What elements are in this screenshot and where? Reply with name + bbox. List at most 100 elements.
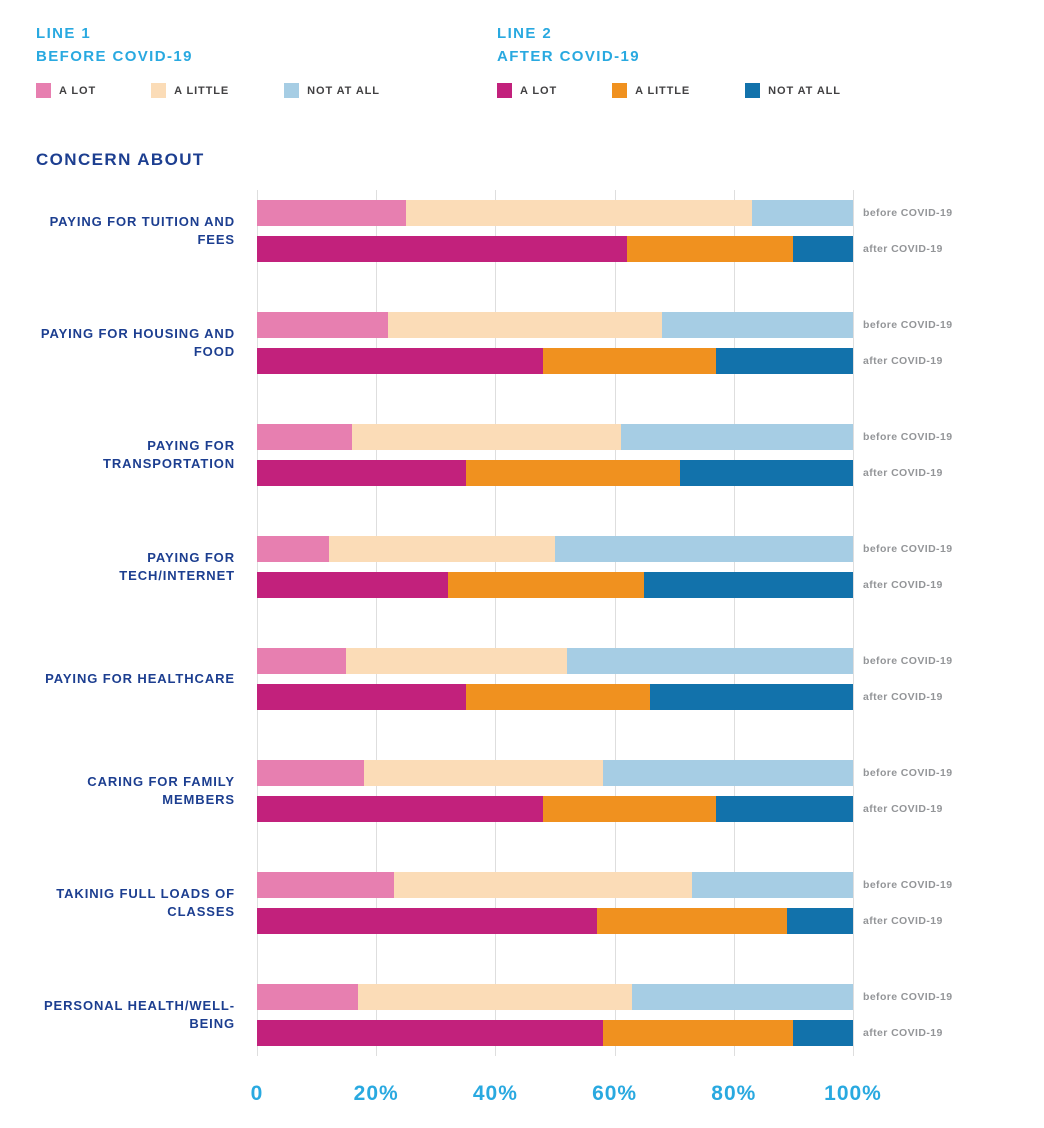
legend-swatch [36, 83, 51, 98]
before-covid-sublabel: before COVID-19 [863, 991, 953, 1003]
legend-item-a-little: A LITTLE [151, 83, 229, 98]
after-segment-not-at-all [787, 908, 853, 934]
before-segment-a-little [394, 872, 693, 898]
after-segment-not-at-all [715, 348, 853, 374]
before-segment-a-lot [257, 872, 395, 898]
after-segment-a-little [626, 236, 794, 262]
before-segment-a-lot [257, 536, 329, 562]
after-segment-not-at-all [793, 236, 853, 262]
category-label: PAYING FOR TUITION AND FEES [49, 214, 235, 247]
after-bar [257, 572, 853, 598]
after-bar [257, 1020, 853, 1046]
after-segment-not-at-all [793, 1020, 853, 1046]
category-label: PAYING FOR HOUSING AND FOOD [40, 326, 235, 359]
x-axis-tick: 60% [592, 1082, 638, 1105]
before-segment-a-little [406, 200, 752, 226]
legend-item-label: A LOT [520, 84, 558, 97]
before-bar [257, 760, 853, 786]
legend-after-covid-label: AFTER COVID-19 [497, 48, 640, 65]
category-label: TAKINIG FULL LOADS OF CLASSES [56, 886, 235, 919]
x-axis-tick: 20% [353, 1082, 399, 1105]
legend-swatch [497, 83, 512, 98]
gridline [853, 190, 854, 1056]
before-bar [257, 536, 853, 562]
before-bar [257, 312, 853, 338]
before-segment-not-at-all [662, 312, 853, 338]
after-segment-a-lot [257, 348, 544, 374]
before-segment-not-at-all [602, 760, 853, 786]
after-segment-a-lot [257, 796, 544, 822]
after-segment-a-lot [257, 908, 597, 934]
after-segment-a-little [447, 572, 645, 598]
before-segment-a-little [388, 312, 663, 338]
before-covid-sublabel: before COVID-19 [863, 543, 953, 555]
legend-group-before: LINE 1 BEFORE COVID-19 A LOT A LITTLE NOT … [36, 22, 435, 98]
before-segment-a-lot [257, 648, 347, 674]
after-segment-a-lot [257, 572, 448, 598]
after-segment-a-little [602, 1020, 794, 1046]
after-bar [257, 684, 853, 710]
before-segment-not-at-all [751, 200, 853, 226]
after-segment-a-lot [257, 236, 627, 262]
legend-items-before: A LOT A LITTLE NOT AT ALL [36, 83, 435, 98]
before-segment-a-lot [257, 200, 406, 226]
before-segment-not-at-all [566, 648, 853, 674]
after-segment-a-little [596, 908, 788, 934]
before-segment-not-at-all [554, 536, 853, 562]
legend-item-a-lot: A LOT [36, 83, 96, 98]
before-segment-a-little [352, 424, 621, 450]
gridline [376, 190, 378, 1056]
after-covid-sublabel: after COVID-19 [863, 803, 943, 815]
legend-items-after: A LOT A LITTLE NOT AT ALL [497, 83, 896, 98]
category-label: PAYING FOR HEALTHCARE [45, 671, 235, 686]
gridline [614, 190, 616, 1056]
legend-item-label: NOT AT ALL [307, 84, 380, 97]
before-bar [257, 200, 853, 226]
x-axis-tick: 0 [250, 1082, 264, 1105]
x-axis-tick: 40% [472, 1082, 518, 1105]
before-segment-a-little [346, 648, 567, 674]
after-covid-sublabel: after COVID-19 [863, 355, 943, 367]
after-covid-sublabel: after COVID-19 [863, 915, 943, 927]
before-segment-not-at-all [632, 984, 853, 1010]
legend-line1-label: LINE 1 [36, 25, 92, 42]
x-axis-tick: 100% [824, 1082, 882, 1105]
before-bar [257, 424, 853, 450]
after-segment-not-at-all [680, 460, 853, 486]
after-covid-sublabel: after COVID-19 [863, 691, 943, 703]
before-covid-sublabel: before COVID-19 [863, 655, 953, 667]
before-covid-sublabel: before COVID-19 [863, 879, 953, 891]
after-segment-a-little [543, 348, 716, 374]
gridline [495, 190, 497, 1056]
after-segment-not-at-all [650, 684, 853, 710]
legend-swatch [284, 83, 300, 98]
after-bar [257, 236, 853, 262]
legend-item-not-at-all: NOT AT ALL [745, 83, 841, 98]
after-segment-a-lot [257, 460, 466, 486]
before-segment-a-little [358, 984, 633, 1010]
before-bar [257, 984, 853, 1010]
gridline [257, 190, 258, 1056]
after-segment-a-lot [257, 1020, 603, 1046]
after-segment-a-little [543, 796, 716, 822]
before-segment-a-little [328, 536, 555, 562]
legend-item-a-little: A LITTLE [612, 83, 690, 98]
after-covid-sublabel: after COVID-19 [863, 1027, 943, 1039]
after-bar [257, 796, 853, 822]
legend-item-label: A LITTLE [635, 84, 691, 97]
before-segment-a-lot [257, 760, 365, 786]
after-segment-a-little [465, 460, 681, 486]
after-bar [257, 348, 853, 374]
after-segment-a-little [465, 684, 651, 710]
legend-line2-label: LINE 2 [497, 25, 553, 42]
before-segment-a-lot [257, 984, 359, 1010]
after-covid-sublabel: after COVID-19 [863, 243, 943, 255]
after-covid-sublabel: after COVID-19 [863, 467, 943, 479]
legend-item-not-at-all: NOT AT ALL [284, 83, 380, 98]
legend-before-covid-label: BEFORE COVID-19 [36, 48, 193, 65]
legend-swatch [612, 83, 628, 98]
before-covid-sublabel: before COVID-19 [863, 207, 953, 219]
legend-swatch [745, 83, 761, 98]
category-label: PAYING FOR TECH/INTERNET [119, 550, 235, 583]
